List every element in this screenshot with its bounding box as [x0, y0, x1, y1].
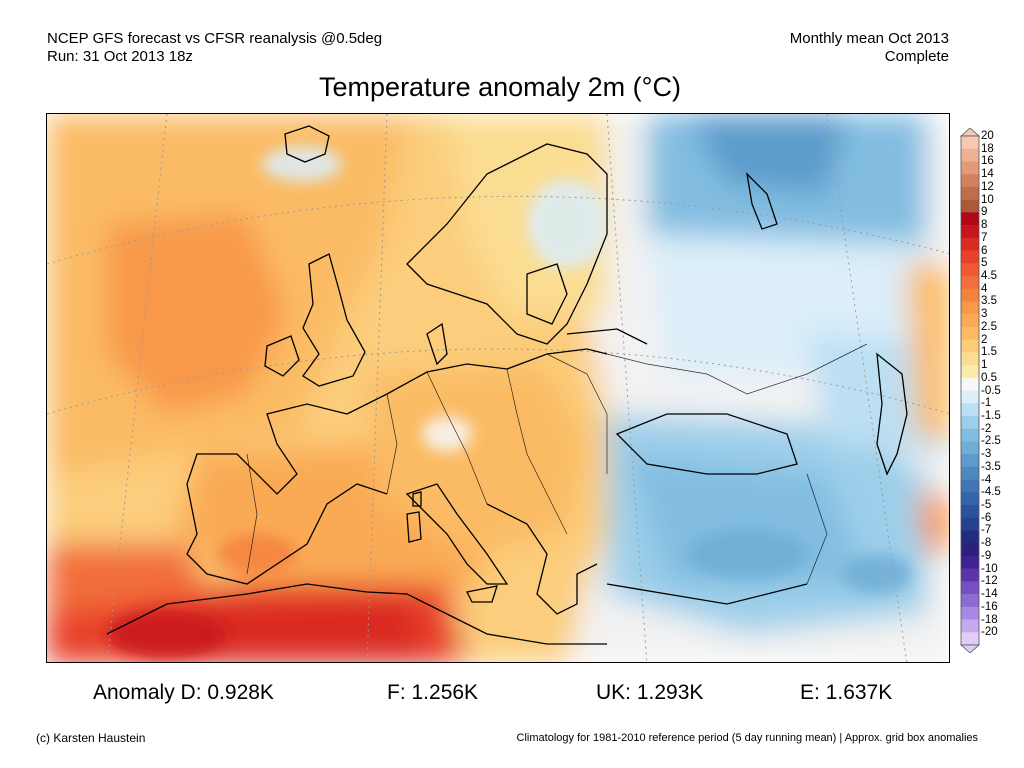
colorbar-tick-label: 3 — [981, 308, 988, 321]
colorbar-swatch — [961, 174, 979, 188]
colorbar-tick-label: 5 — [981, 257, 988, 270]
colorbar-tick-label: -1.5 — [981, 409, 1001, 422]
anomaly-uk: UK: 1.293K — [596, 681, 704, 704]
colorbar-tick-label: 2.5 — [981, 320, 997, 333]
colorbar-swatch — [961, 530, 979, 544]
anomaly-map-graphic — [47, 114, 949, 662]
colorbar-tick-label: 4 — [981, 282, 988, 295]
colorbar-swatch — [961, 517, 979, 531]
colorbar-top-arrow — [959, 128, 981, 137]
colorbar-tick-label: 18 — [981, 142, 994, 155]
colorbar-tick-label: -9 — [981, 549, 992, 562]
colorbar-tick-label: 3.5 — [981, 295, 997, 308]
climatology-note: Climatology for 1981-2010 reference peri… — [516, 732, 978, 744]
colorbar-swatch — [961, 301, 979, 315]
colorbar-swatch — [961, 543, 979, 557]
colorbar-swatch — [961, 390, 979, 404]
colorbar-swatch — [961, 581, 979, 595]
colorbar-tick-label: -6 — [981, 511, 992, 524]
colorbar-tick-label: -20 — [981, 626, 998, 639]
colorbar-swatch — [961, 479, 979, 493]
anomaly-d: Anomaly D: 0.928K — [93, 681, 274, 704]
colorbar-swatch — [961, 441, 979, 455]
colorbar-tick-label: 1 — [981, 359, 988, 372]
colorbar-bottom-arrow — [959, 644, 981, 653]
header-status: Complete — [884, 48, 949, 65]
colorbar-swatch — [961, 250, 979, 264]
colorbar-swatch — [961, 568, 979, 582]
colorbar-swatch — [961, 619, 979, 633]
colorbar-tick-label: -8 — [981, 537, 992, 550]
copyright: (c) Karsten Haustein — [36, 731, 146, 745]
colorbar-tick-label: 0.5 — [981, 371, 997, 384]
colorbar-tick-label: -3 — [981, 448, 992, 461]
colorbar-swatch — [961, 415, 979, 429]
colorbar-swatch — [961, 492, 979, 506]
colorbar-tick-label: 8 — [981, 219, 988, 232]
colorbar-swatch — [961, 136, 979, 150]
colorbar-swatch — [961, 555, 979, 569]
colorbar-swatch — [961, 505, 979, 519]
colorbar-tick-label: -0.5 — [981, 384, 1001, 397]
colorbar-tick-label: -10 — [981, 562, 998, 575]
header-model-info: NCEP GFS forecast vs CFSR reanalysis @0.… — [47, 30, 383, 47]
colorbar-swatch — [961, 339, 979, 353]
colorbar-tick-label: 14 — [981, 168, 994, 181]
colorbar-swatch — [961, 454, 979, 468]
anomaly-f: F: 1.256K — [387, 681, 479, 704]
colorbar-swatch — [961, 225, 979, 239]
colorbar-tick-label: -4 — [981, 473, 992, 486]
colorbar-swatch — [961, 606, 979, 620]
colorbar-tick-label: 2 — [981, 333, 988, 346]
anomaly-e: E: 1.637K — [800, 681, 893, 704]
colorbar-swatch — [961, 148, 979, 162]
colorbar-swatch — [961, 428, 979, 442]
colorbar-tick-label: 7 — [981, 231, 988, 244]
colorbar-swatch — [961, 288, 979, 302]
colorbar-tick-label: 20 — [981, 130, 994, 142]
colorbar-tick-label: 1.5 — [981, 346, 997, 359]
colorbar-swatch — [961, 161, 979, 175]
colorbar-tick-label: -7 — [981, 524, 992, 537]
colorbar-tick-label: -18 — [981, 613, 998, 626]
colorbar-swatch — [961, 365, 979, 379]
colorbar — [959, 128, 981, 653]
colorbar-tick-label: -5 — [981, 499, 992, 512]
header-period: Monthly mean Oct 2013 — [789, 30, 949, 47]
colorbar-tick-label: 6 — [981, 244, 988, 257]
colorbar-swatch — [961, 237, 979, 251]
colorbar-tick-label: 12 — [981, 180, 994, 193]
colorbar-tick-label: -14 — [981, 588, 998, 601]
colorbar-swatch — [961, 186, 979, 200]
colorbar-swatch — [961, 314, 979, 328]
coastlines — [106, 125, 908, 645]
colorbar-swatch — [961, 466, 979, 480]
colorbar-tick-label: -2.5 — [981, 435, 1001, 448]
colorbar-tick-label: 16 — [981, 155, 994, 168]
colorbar-tick-label: 10 — [981, 193, 994, 206]
colorbar-swatch — [961, 352, 979, 366]
colorbar-tick-label: -3.5 — [981, 460, 1001, 473]
colorbar-swatch — [961, 594, 979, 608]
colorbar-tick-label: -1 — [981, 397, 992, 410]
anomaly-field — [47, 114, 949, 662]
colorbar-tick-label: -12 — [981, 575, 998, 588]
colorbar-tick-label: -16 — [981, 600, 998, 613]
map-title: Temperature anomaly 2m (°C) — [319, 72, 681, 102]
colorbar-swatch — [961, 403, 979, 417]
colorbar-swatch — [961, 275, 979, 289]
colorbar-swatch — [961, 263, 979, 277]
colorbar-swatch — [961, 377, 979, 391]
colorbar-swatch — [961, 632, 979, 646]
header-run-time: Run: 31 Oct 2013 18z — [47, 48, 193, 65]
anomaly-map — [46, 113, 950, 663]
colorbar-swatch — [961, 199, 979, 213]
colorbar-tick-label: -2 — [981, 422, 992, 435]
colorbar-swatch — [961, 212, 979, 226]
colorbar-tick-label: 9 — [981, 206, 988, 219]
colorbar-tick-label: 4.5 — [981, 269, 997, 282]
colorbar-tick-label: -4.5 — [981, 486, 1001, 499]
graticule — [47, 114, 949, 662]
colorbar-swatch — [961, 326, 979, 340]
